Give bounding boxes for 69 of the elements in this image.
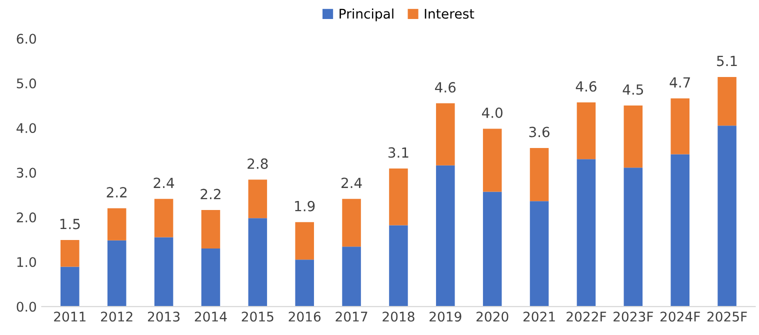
x-tick-label: 2015 xyxy=(242,312,274,322)
x-tick-label: 2023F xyxy=(614,312,653,322)
y-tick-label: 4.0 xyxy=(16,123,36,134)
total-label: 2.2 xyxy=(106,187,126,198)
y-tick-label: 1.0 xyxy=(17,257,36,268)
x-tick-label: 2016 xyxy=(288,312,321,322)
y-tick-label: 3.0 xyxy=(16,168,36,178)
total-label: 2.4 xyxy=(342,178,362,188)
total-label: 2.2 xyxy=(200,188,220,200)
legend-label: Interest xyxy=(424,8,474,19)
bar xyxy=(436,165,455,307)
x-tick-label: 2020 xyxy=(476,312,508,322)
y-tick-label: 6.0 xyxy=(16,34,36,44)
bar xyxy=(60,240,80,267)
x-tick-label: 2025F xyxy=(707,312,747,322)
total-label: 4.5 xyxy=(622,84,643,95)
total-label: 4.0 xyxy=(482,108,502,118)
bar xyxy=(154,198,174,238)
bar xyxy=(670,98,690,154)
x-tick-label: 2012 xyxy=(101,312,132,322)
total-label: 2.8 xyxy=(248,158,268,169)
total-label: 4.6 xyxy=(576,81,596,92)
x-tick-label: 2013 xyxy=(148,312,180,322)
total-label: 1.5 xyxy=(60,218,80,230)
bar xyxy=(248,180,268,218)
y-tick-label: 2.0 xyxy=(16,212,36,222)
total-label: 4.7 xyxy=(670,77,690,88)
bar xyxy=(624,168,643,307)
bar xyxy=(436,103,455,166)
total-label: 2.4 xyxy=(154,178,174,188)
total-label: 4.6 xyxy=(435,82,456,93)
x-tick-label: 2019 xyxy=(430,312,462,322)
bar xyxy=(60,266,80,307)
bar xyxy=(295,260,314,307)
bar xyxy=(670,154,690,307)
bar xyxy=(342,198,361,247)
bar xyxy=(576,102,596,160)
bar xyxy=(482,192,502,307)
bar xyxy=(342,246,361,307)
bar xyxy=(718,76,736,126)
bar xyxy=(718,126,736,307)
total-label: 3.1 xyxy=(388,147,408,158)
y-tick-label: 0.0 xyxy=(16,302,36,312)
y-tick-label: 5.0 xyxy=(16,78,36,88)
bar xyxy=(107,240,126,307)
bar xyxy=(530,201,549,307)
bar xyxy=(201,248,220,307)
bar xyxy=(482,128,502,192)
x-tick-label: 2018 xyxy=(382,312,414,322)
total-label: 5.1 xyxy=(717,56,737,66)
x-tick-label: 2014 xyxy=(194,312,227,322)
x-tick-label: 2011 xyxy=(54,312,86,322)
legend-label: Principal xyxy=(340,8,394,22)
x-tick-label: 2022F xyxy=(566,312,606,322)
bar xyxy=(389,225,408,307)
bar xyxy=(248,218,268,307)
x-tick-label: 2024F xyxy=(660,312,700,322)
x-tick-label: 2017 xyxy=(336,312,368,322)
bar xyxy=(107,208,126,240)
bar xyxy=(624,106,643,168)
total-label: 1.9 xyxy=(295,200,315,212)
bar xyxy=(576,159,596,307)
bar xyxy=(154,237,174,307)
bar xyxy=(389,168,408,226)
bar xyxy=(201,210,220,248)
total-label: 3.6 xyxy=(529,126,550,138)
bar xyxy=(530,148,549,202)
x-tick-label: 2021 xyxy=(523,312,555,322)
bar xyxy=(295,222,314,260)
